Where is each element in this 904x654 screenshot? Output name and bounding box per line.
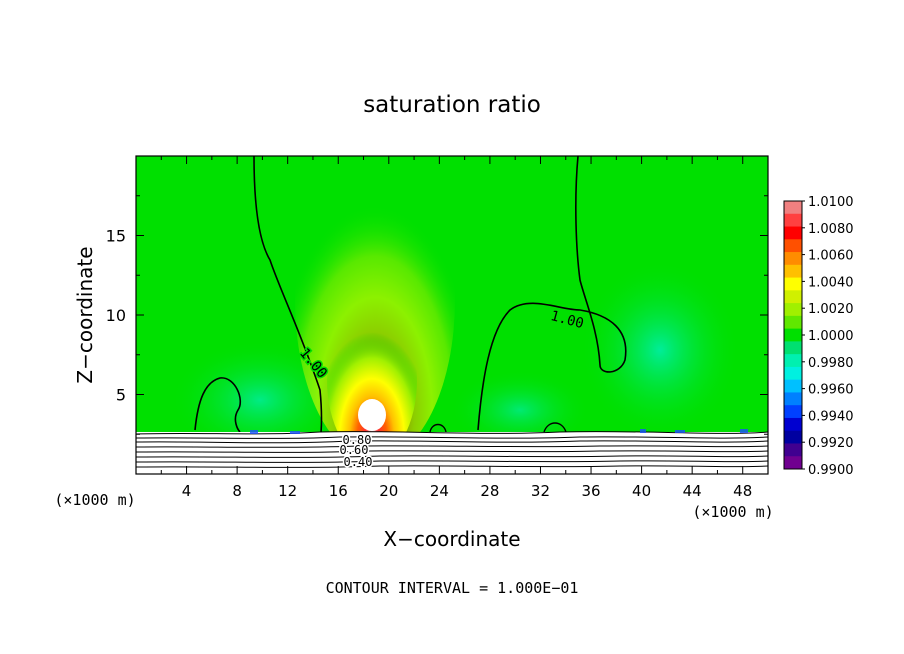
x-tick-label: 28 bbox=[480, 482, 499, 500]
field-cyan-right bbox=[580, 260, 740, 440]
field-plume-core bbox=[358, 399, 386, 431]
colorbar-segment bbox=[784, 379, 802, 393]
y-tick-label: 15 bbox=[106, 227, 126, 246]
y-axis-label: Z−coordinate bbox=[73, 246, 97, 383]
contour-line-lower-left bbox=[194, 377, 242, 433]
colorbar-label: 0.9900 bbox=[808, 463, 854, 478]
plot-area bbox=[136, 156, 768, 474]
x-tick-label: 20 bbox=[379, 482, 398, 500]
colorbar-label: 0.9960 bbox=[808, 383, 854, 398]
x-tick-label: 12 bbox=[278, 482, 297, 500]
colorbar-segment bbox=[784, 405, 802, 419]
colorbar-segment bbox=[784, 417, 802, 432]
contour-bubble-24 bbox=[429, 423, 447, 433]
colorbar-segment bbox=[784, 201, 802, 215]
colorbar-segment bbox=[784, 303, 802, 317]
contour-label: 0.80 bbox=[343, 433, 372, 447]
x-unit-label-left: (×1000 m) bbox=[54, 491, 135, 509]
x-tick-label: 32 bbox=[531, 482, 550, 500]
x-tick-label: 44 bbox=[683, 482, 702, 500]
colorbar-label: 0.9940 bbox=[808, 409, 854, 424]
colorbar-segment bbox=[784, 315, 802, 330]
colorbar-segment bbox=[784, 341, 802, 355]
colorbar-segment bbox=[784, 443, 802, 457]
x-tick-label: 16 bbox=[329, 482, 348, 500]
colorbar-labels: 1.0100 1.0080 1.0060 1.0040 1.0020 1.0000 0.99… bbox=[802, 195, 854, 478]
x-tick-label: 8 bbox=[232, 482, 242, 500]
x-tick-label: 48 bbox=[733, 482, 752, 500]
colorbar-segment bbox=[784, 392, 802, 406]
contour-label: 0.40 bbox=[344, 455, 373, 469]
field-plume bbox=[327, 300, 417, 460]
colorbar-segment bbox=[784, 277, 802, 291]
colorbar-segment bbox=[784, 328, 802, 342]
x-tick-label: 40 bbox=[632, 482, 651, 500]
colorbar-label: 1.0060 bbox=[808, 249, 854, 264]
y-tick-label: 5 bbox=[116, 386, 126, 405]
colorbar-segment bbox=[784, 252, 802, 266]
colorbar-label: 1.0080 bbox=[808, 222, 854, 237]
colorbar-label: 1.0100 bbox=[808, 195, 854, 210]
contour-line-middle bbox=[477, 156, 627, 431]
colorbar-label: 0.9980 bbox=[808, 356, 854, 371]
colorbar-segment bbox=[784, 366, 802, 381]
ground-contours bbox=[136, 431, 768, 468]
x-tick-label: 24 bbox=[430, 482, 449, 500]
x-tick-label: 36 bbox=[581, 482, 600, 500]
y-axis: 5 10 15 bbox=[106, 195, 768, 435]
colorbar-segment bbox=[784, 430, 802, 444]
contour-bubble-33 bbox=[543, 422, 567, 433]
colorbar-segment bbox=[784, 290, 802, 304]
x-unit-label-right: (×1000 m) bbox=[692, 503, 773, 521]
colorbar-segment bbox=[784, 213, 802, 228]
chart-title: saturation ratio bbox=[363, 92, 541, 118]
x-axis-label: X−coordinate bbox=[383, 527, 520, 551]
colorbar-segment bbox=[784, 239, 802, 253]
ground-noise bbox=[250, 429, 748, 434]
field-cyan-center bbox=[450, 370, 590, 450]
colorbar-segment bbox=[784, 226, 802, 240]
x-axis: 4 8 12 16 20 24 28 32 36 40 44 48 bbox=[160, 156, 752, 500]
colorbar-label: 1.0000 bbox=[808, 329, 854, 344]
colorbar-segment bbox=[784, 456, 802, 470]
colorbar bbox=[783, 200, 803, 470]
colorbar-segment bbox=[784, 354, 802, 368]
contour-line-left bbox=[253, 156, 323, 441]
y-tick-label: 10 bbox=[106, 306, 126, 325]
colorbar-label: 0.9920 bbox=[808, 436, 854, 451]
contour-label: 0.60 bbox=[340, 443, 369, 457]
colorbar-label: 1.0040 bbox=[808, 275, 854, 290]
colorbar-segment bbox=[784, 264, 802, 279]
contour-interval-note: CONTOUR INTERVAL = 1.000E−01 bbox=[326, 579, 579, 597]
x-tick-label: 4 bbox=[182, 482, 192, 500]
colorbar-label: 1.0020 bbox=[808, 302, 854, 317]
